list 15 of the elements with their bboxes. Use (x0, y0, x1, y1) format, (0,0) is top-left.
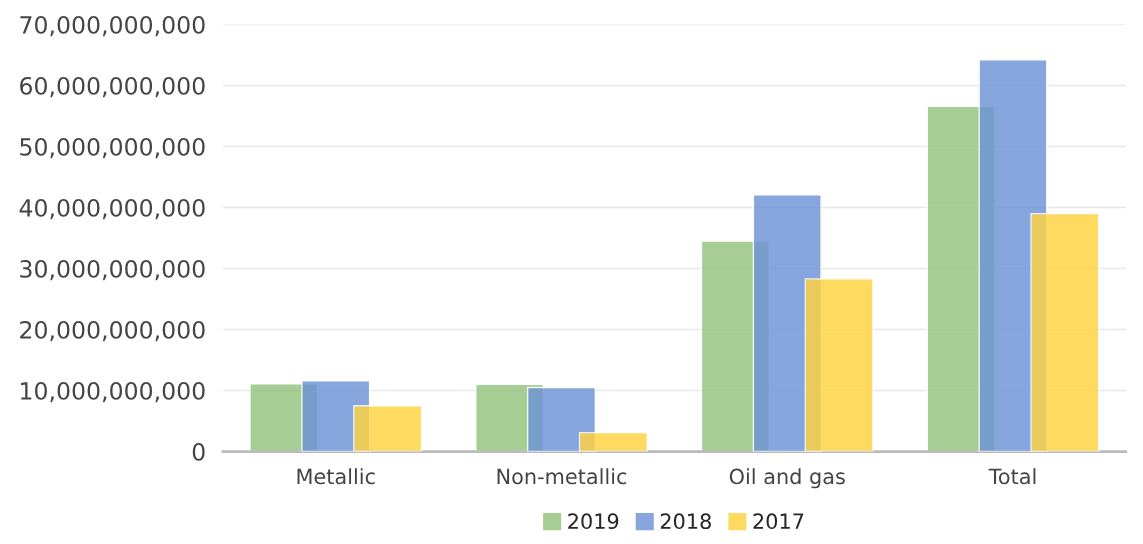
y-tick-label: 30,000,000,000 (20, 259, 205, 281)
legend-label: 2019 (568, 513, 619, 530)
x-tick-label: Metallic (297, 468, 375, 485)
y-tick-label: 20,000,000,000 (20, 320, 205, 342)
x-tick-label: Oil and gas (729, 468, 845, 489)
y-tick-label: 60,000,000,000 (20, 76, 205, 98)
x-tick-label: Non-metallic (497, 468, 627, 485)
legend-label: 2018 (660, 513, 711, 530)
y-tick-label: 10,000,000,000 (21, 381, 205, 403)
y-tick-label: 0 (192, 442, 205, 461)
x-tick-label: Total (988, 468, 1036, 485)
y-tick-label: 40,000,000,000 (19, 198, 205, 220)
y-tick-label: 50,000,000,000 (20, 137, 205, 159)
y-tick-label: 70,000,000,000 (20, 15, 205, 37)
legend-label: 2017 (753, 513, 804, 530)
